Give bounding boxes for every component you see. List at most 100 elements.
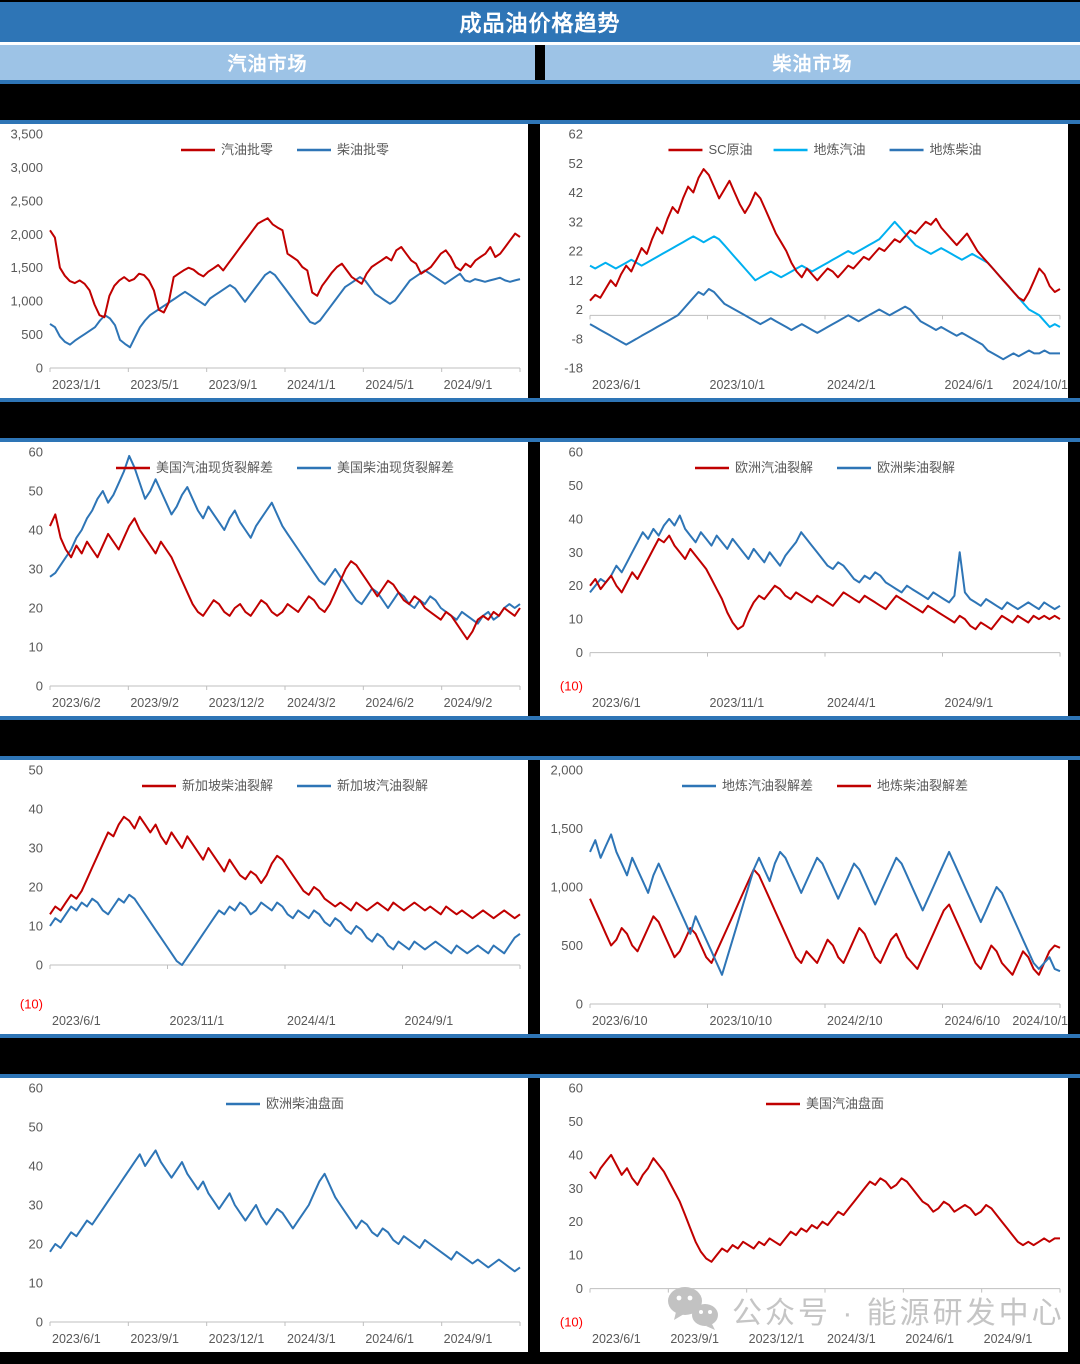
svg-text:2024/9/1: 2024/9/1 — [444, 1332, 493, 1346]
chart-svg: 62 52 42 32 22 12 2 -8 -18 2023/6/1 2023/10/1 2024/… — [564, 127, 1068, 393]
svg-text:柴油批零: 柴油批零 — [337, 142, 389, 157]
series-line — [589, 1153, 1060, 1263]
svg-text:60: 60 — [569, 1081, 583, 1096]
svg-text:2024/4/1: 2024/4/1 — [287, 1014, 336, 1028]
series-line — [589, 534, 1061, 631]
svg-text:2,500: 2,500 — [10, 193, 43, 208]
svg-text:500: 500 — [561, 938, 583, 953]
series-line — [589, 868, 1061, 976]
svg-text:50: 50 — [569, 478, 583, 493]
svg-text:2024/6/1: 2024/6/1 — [905, 1332, 954, 1346]
series-line — [589, 220, 1061, 328]
chart-row-3: 50 40 30 20 10 0 (10) 2023/6/1 2023/11/1 2024/4/1… — [0, 760, 1080, 1034]
chart-us-gasoline-futures: 60 50 40 30 20 10 0 (10) 2023/6/1 2023/9/1 2023/12… — [540, 1078, 1068, 1352]
svg-text:-18: -18 — [564, 361, 583, 376]
svg-text:2023/1/1: 2023/1/1 — [52, 378, 101, 392]
column-header-row: 汽油市场 柴油市场 — [0, 45, 1080, 80]
column-header-gasoline: 汽油市场 — [0, 45, 535, 80]
svg-text:50: 50 — [29, 763, 43, 778]
svg-text:汽油批零: 汽油批零 — [221, 142, 273, 157]
svg-text:欧洲柴油裂解: 欧洲柴油裂解 — [877, 460, 955, 475]
svg-text:地炼柴油: 地炼柴油 — [930, 142, 982, 157]
chart-svg: 3,500 3,000 2,500 2,000 1,500 1,000 500 0 2023/1… — [10, 127, 521, 392]
svg-text:40: 40 — [29, 802, 43, 817]
chart-svg: 2,000 1,500 1,000 500 0 2023/6/10 2023/10/10 20… — [550, 763, 1068, 1029]
svg-text:2023/6/1: 2023/6/1 — [52, 1332, 101, 1346]
svg-text:2023/12/2: 2023/12/2 — [209, 696, 265, 710]
svg-text:40: 40 — [569, 511, 583, 526]
series-line — [49, 893, 521, 966]
svg-text:0: 0 — [36, 679, 43, 694]
svg-text:3,500: 3,500 — [10, 127, 43, 142]
column-header-diesel: 柴油市场 — [545, 45, 1080, 80]
svg-text:2,000: 2,000 — [550, 763, 583, 778]
svg-text:(10): (10) — [560, 679, 583, 694]
svg-text:2023/11/1: 2023/11/1 — [170, 1014, 225, 1028]
svg-text:2024/6/10: 2024/6/10 — [945, 1014, 1001, 1028]
chart-svg: 60 50 40 30 20 10 0 2023/6/2 2023/9/2 2023/12/2 20… — [29, 445, 521, 710]
svg-text:42: 42 — [569, 185, 583, 200]
chart-svg: 60 50 40 30 20 10 0 (10) 2023/6/1 2023/11/1 2024/4… — [560, 445, 1061, 710]
svg-text:0: 0 — [36, 958, 43, 973]
svg-text:欧洲柴油盘面: 欧洲柴油盘面 — [266, 1096, 344, 1111]
svg-text:20: 20 — [569, 578, 583, 593]
svg-text:30: 30 — [29, 562, 43, 577]
svg-text:50: 50 — [29, 1120, 43, 1135]
chart-singapore-crack-spreads: 50 40 30 20 10 0 (10) 2023/6/1 2023/11/1 2024/4/1… — [0, 760, 528, 1034]
svg-text:20: 20 — [29, 880, 43, 895]
series-line — [589, 168, 1061, 302]
svg-text:2024/6/2: 2024/6/2 — [365, 696, 414, 710]
svg-text:2: 2 — [576, 302, 583, 317]
svg-text:2024/3/1: 2024/3/1 — [287, 1332, 336, 1346]
svg-text:60: 60 — [29, 445, 43, 460]
svg-text:2024/3/2: 2024/3/2 — [287, 696, 336, 710]
svg-text:2023/11/1: 2023/11/1 — [710, 696, 765, 710]
svg-text:0: 0 — [36, 361, 43, 376]
svg-text:10: 10 — [569, 612, 583, 627]
redacted-title-band — [0, 716, 1080, 760]
page-title: 成品油价格趋势 — [0, 0, 1080, 45]
svg-text:10: 10 — [29, 1276, 43, 1291]
svg-text:欧洲汽油裂解: 欧洲汽油裂解 — [735, 460, 813, 475]
svg-text:500: 500 — [21, 327, 43, 342]
svg-text:2023/12/1: 2023/12/1 — [749, 1332, 805, 1346]
svg-text:-8: -8 — [571, 331, 583, 346]
svg-text:2024/9/1: 2024/9/1 — [945, 696, 994, 710]
svg-text:0: 0 — [36, 1315, 43, 1330]
svg-text:2024/3/1: 2024/3/1 — [827, 1332, 876, 1346]
bottom-strip — [0, 1352, 1080, 1364]
svg-text:美国汽油现货裂解差: 美国汽油现货裂解差 — [156, 460, 273, 475]
svg-text:2023/10/1: 2023/10/1 — [710, 378, 766, 392]
svg-text:2023/10/10: 2023/10/10 — [710, 1014, 773, 1028]
svg-text:10: 10 — [29, 919, 43, 934]
chart-row-4: 60 50 40 30 20 10 0 2023/6/1 2023/9/1 2023/12/1 20… — [0, 1078, 1080, 1352]
svg-text:50: 50 — [569, 1114, 583, 1129]
svg-text:2024/6/1: 2024/6/1 — [945, 378, 994, 392]
chart-wholesale-prices: 3,500 3,000 2,500 2,000 1,500 1,000 500 0 2023/1… — [0, 124, 528, 398]
svg-text:2023/9/2: 2023/9/2 — [130, 696, 179, 710]
svg-text:2024/1/1: 2024/1/1 — [287, 378, 336, 392]
svg-text:2024/6/1: 2024/6/1 — [365, 1332, 414, 1346]
series-line — [49, 454, 521, 625]
series-line — [589, 833, 1061, 976]
svg-text:40: 40 — [29, 523, 43, 538]
redacted-title-band — [0, 80, 1080, 124]
svg-text:30: 30 — [29, 841, 43, 856]
svg-text:地炼汽油裂解差: 地炼汽油裂解差 — [722, 778, 813, 793]
svg-text:0: 0 — [576, 997, 583, 1012]
svg-text:(10): (10) — [20, 997, 43, 1012]
chart-svg: 50 40 30 20 10 0 (10) 2023/6/1 2023/11/1 2024/4/1… — [20, 763, 521, 1028]
svg-text:0: 0 — [576, 645, 583, 660]
svg-text:2024/5/1: 2024/5/1 — [365, 378, 414, 392]
chart-row-2: 60 50 40 30 20 10 0 2023/6/2 2023/9/2 2023/12/2 20… — [0, 442, 1080, 716]
svg-text:2023/9/1: 2023/9/1 — [209, 378, 258, 392]
chart-refinery-crack-spreads: 2,000 1,500 1,000 500 0 2023/6/10 2023/10/10 20… — [540, 760, 1068, 1034]
svg-text:2024/9/2: 2024/9/2 — [444, 696, 493, 710]
svg-text:10: 10 — [29, 640, 43, 655]
svg-text:2024/9/1: 2024/9/1 — [984, 1332, 1033, 1346]
chart-europe-diesel-futures: 60 50 40 30 20 10 0 2023/6/1 2023/9/1 2023/12/1 20… — [0, 1078, 528, 1352]
svg-text:30: 30 — [569, 1181, 583, 1196]
svg-text:2023/6/10: 2023/6/10 — [592, 1014, 648, 1028]
svg-text:20: 20 — [569, 1214, 583, 1229]
